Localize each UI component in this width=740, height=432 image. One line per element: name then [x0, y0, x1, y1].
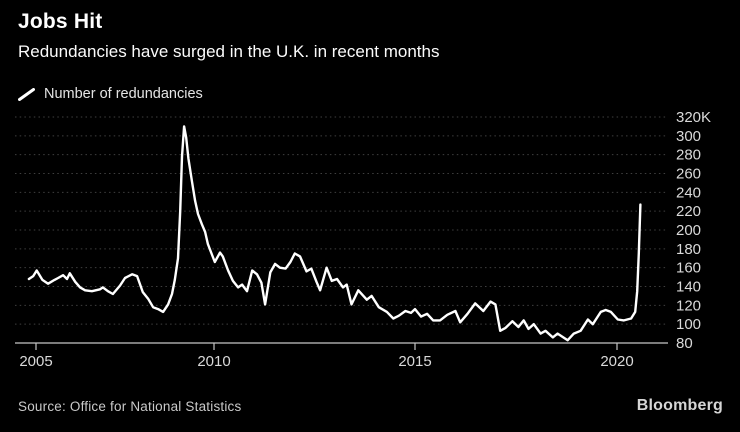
source-note: Source: Office for National Statistics: [18, 399, 242, 414]
x-tick-label: 2015: [398, 353, 431, 370]
y-tick-label: 80: [676, 335, 693, 352]
x-tick-label: 2020: [600, 353, 633, 370]
legend-label: Number of redundancies: [44, 86, 203, 102]
y-tick-label: 280: [676, 147, 701, 164]
y-tick-label: 180: [676, 241, 701, 258]
y-tick-label: 240: [676, 184, 701, 201]
series-line-number-of-redundancies: [27, 125, 642, 342]
y-tick-label: 120: [676, 297, 701, 314]
x-tick-label: 2005: [19, 353, 52, 370]
x-tick-label: 2010: [197, 353, 230, 370]
y-tick-label: 100: [676, 316, 701, 333]
y-tick-label: 320K: [676, 109, 711, 126]
legend: Number of redundancies: [18, 86, 203, 102]
chart-title: Jobs Hit: [18, 10, 103, 33]
bloomberg-logo: Bloomberg: [636, 397, 723, 414]
y-tick-label: 220: [676, 203, 701, 220]
chart-subtitle: Redundancies have surged in the U.K. in …: [18, 42, 440, 61]
y-tick-label: 160: [676, 260, 701, 277]
y-tick-label: 140: [676, 279, 701, 296]
y-tick-label: 260: [676, 166, 701, 183]
y-tick-label: 300: [676, 128, 701, 145]
line-series-slash-icon: [18, 87, 35, 101]
y-tick-label: 200: [676, 222, 701, 239]
